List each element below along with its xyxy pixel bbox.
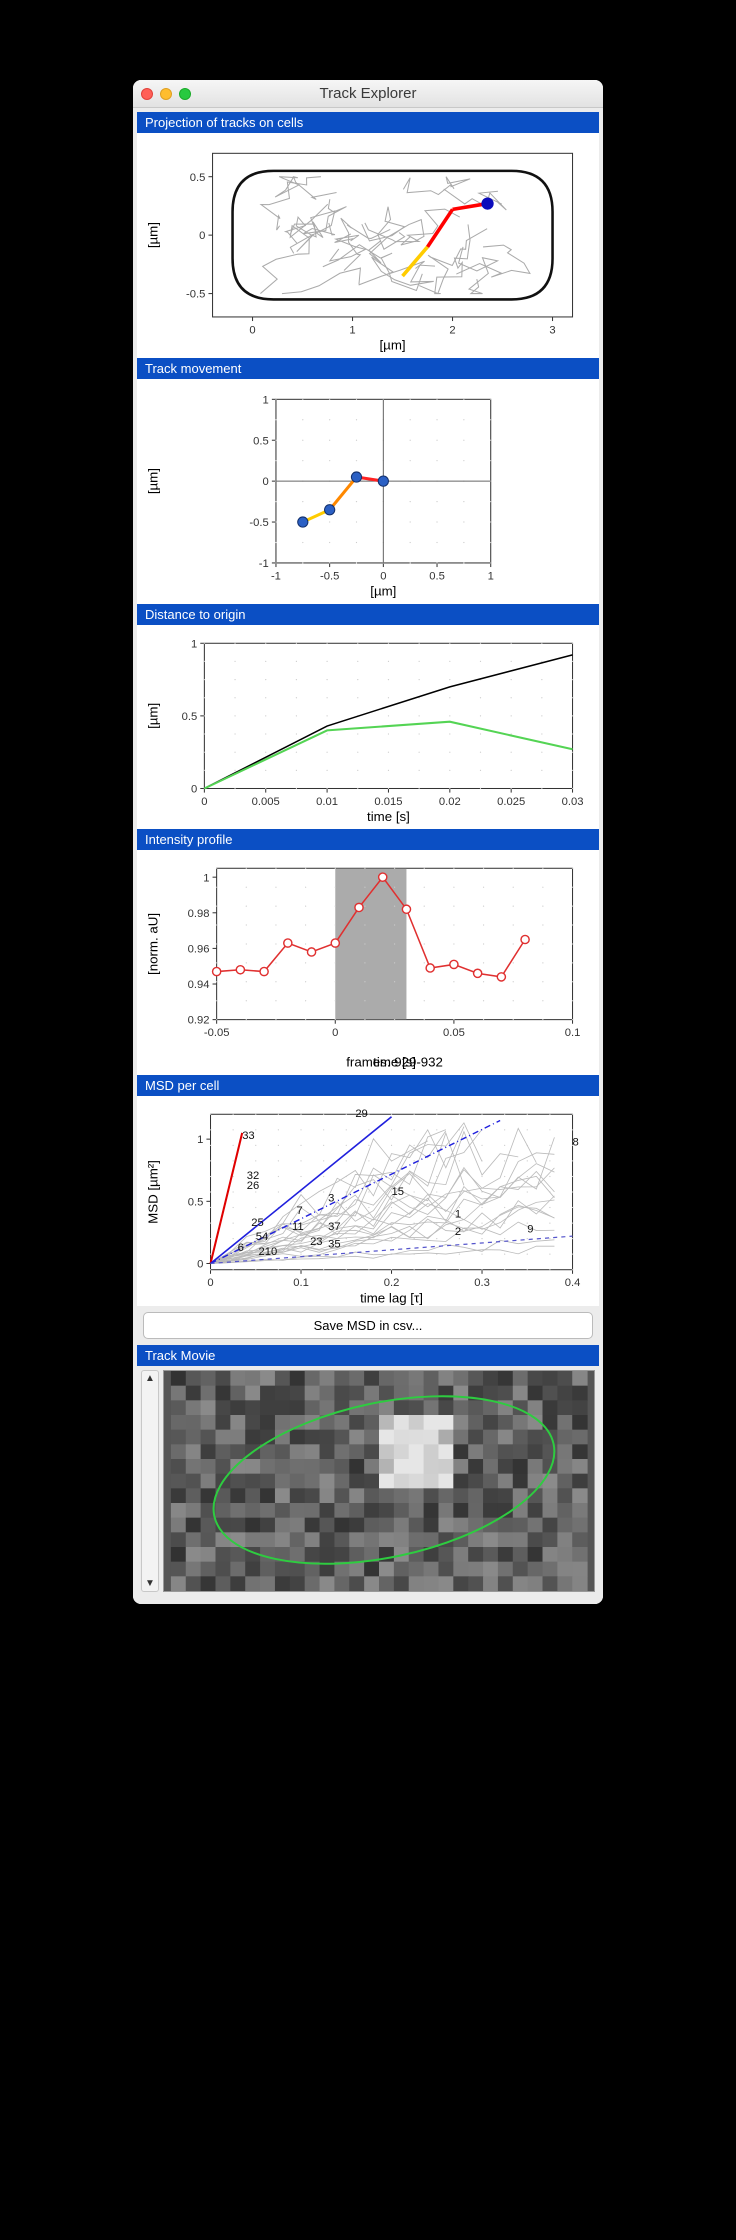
svg-text:MSD [µm²]: MSD [µm²] [145, 1160, 160, 1224]
svg-text:0.025: 0.025 [497, 795, 525, 807]
svg-text:0.92: 0.92 [188, 1015, 210, 1027]
svg-text:0.4: 0.4 [565, 1277, 581, 1289]
svg-text:1: 1 [203, 872, 209, 884]
svg-text:-0.5: -0.5 [249, 517, 268, 529]
svg-text:8: 8 [573, 1136, 579, 1148]
svg-text:0.3: 0.3 [474, 1277, 490, 1289]
svg-text:[norm. aU]: [norm. aU] [145, 913, 160, 975]
section-header-movement: Track movement [137, 358, 599, 379]
svg-text:35: 35 [328, 1238, 341, 1250]
svg-text:0: 0 [197, 1258, 203, 1270]
scroll-up-icon[interactable]: ▲ [145, 1373, 155, 1384]
svg-text:3: 3 [328, 1192, 334, 1204]
svg-text:0: 0 [249, 324, 255, 336]
svg-text:0: 0 [380, 570, 386, 582]
svg-text:0.1: 0.1 [565, 1027, 581, 1039]
svg-text:0: 0 [199, 230, 205, 242]
svg-text:15: 15 [392, 1186, 405, 1198]
svg-text:7: 7 [296, 1204, 302, 1216]
svg-text:6: 6 [238, 1242, 244, 1254]
svg-text:0: 0 [263, 476, 269, 488]
movie-scrollbar[interactable]: ▲ ▼ [141, 1370, 159, 1592]
svg-text:2: 2 [449, 324, 455, 336]
svg-text:-1: -1 [271, 570, 281, 582]
section-header-projection: Projection of tracks on cells [137, 112, 599, 133]
track-explorer-window: Track Explorer Projection of tracks on c… [133, 80, 603, 1604]
svg-text:0.01: 0.01 [316, 795, 338, 807]
svg-text:0.015: 0.015 [374, 795, 402, 807]
section-header-movie: Track Movie [137, 1345, 599, 1366]
svg-text:-0.5: -0.5 [320, 570, 339, 582]
chart-msd: 0 0.1 0.2 0.3 0.4 0 0.5 1 time lag [τ] MSD [µm²] 3… [137, 1096, 599, 1307]
svg-text:[µm]: [µm] [145, 468, 160, 494]
svg-text:0.5: 0.5 [429, 570, 445, 582]
svg-text:time [s]: time [s] [367, 809, 410, 824]
svg-text:[µm]: [µm] [145, 702, 160, 728]
svg-text:0.03: 0.03 [562, 795, 584, 807]
svg-text:0.05: 0.05 [443, 1027, 465, 1039]
chart-projection: 0 1 2 3 -0.5 0 0.5 [µm] [µm] [137, 133, 599, 358]
section-header-distance: Distance to origin [137, 604, 599, 625]
movie-area: ▲ ▼ [137, 1366, 599, 1596]
svg-text:0.005: 0.005 [252, 795, 280, 807]
svg-text:0.94: 0.94 [188, 979, 210, 991]
chart-intensity: -0.0500.050.10.920.940.960.981time [s][n… [137, 850, 599, 1075]
svg-text:-0.5: -0.5 [186, 289, 205, 301]
section-header-msd: MSD per cell [137, 1075, 599, 1096]
svg-text:1: 1 [197, 1134, 203, 1146]
svg-text:0.5: 0.5 [190, 172, 206, 184]
svg-text:54: 54 [256, 1230, 269, 1242]
svg-text:[µm]: [µm] [370, 583, 396, 598]
svg-text:37: 37 [328, 1221, 341, 1233]
scroll-down-icon[interactable]: ▼ [145, 1578, 155, 1589]
svg-text:1: 1 [455, 1208, 461, 1220]
svg-text:1: 1 [349, 324, 355, 336]
svg-text:time lag [τ]: time lag [τ] [360, 1290, 423, 1305]
svg-text:210: 210 [258, 1245, 277, 1257]
svg-text:0.96: 0.96 [188, 943, 210, 955]
svg-text:9: 9 [527, 1223, 533, 1235]
titlebar: Track Explorer [133, 80, 603, 108]
svg-text:0.5: 0.5 [253, 435, 269, 447]
svg-text:33: 33 [242, 1130, 255, 1142]
svg-text:3: 3 [549, 324, 555, 336]
svg-text:11: 11 [292, 1221, 304, 1233]
svg-text:0.5: 0.5 [188, 1196, 204, 1208]
svg-text:frames: 929-932: frames: 929-932 [346, 1055, 443, 1070]
svg-text:1: 1 [263, 394, 269, 406]
svg-text:-0.05: -0.05 [204, 1027, 230, 1039]
movie-canvas [163, 1370, 595, 1592]
svg-text:1: 1 [191, 638, 197, 650]
content-area: Projection of tracks on cells 0123-0.500… [133, 108, 603, 1604]
svg-text:0.1: 0.1 [293, 1277, 309, 1289]
svg-text:29: 29 [355, 1107, 368, 1119]
svg-text:0: 0 [201, 795, 207, 807]
section-header-intensity: Intensity profile [137, 829, 599, 850]
svg-text:[µm]: [µm] [145, 222, 160, 248]
save-msd-button[interactable]: Save MSD in csv... [143, 1312, 593, 1339]
svg-text:0.02: 0.02 [439, 795, 461, 807]
chart-distance: 0 0.005 0.01 0.015 0.02 0.025 0.03 0 0.5 1 time [s… [137, 625, 599, 829]
svg-text:0: 0 [332, 1027, 338, 1039]
svg-text:-1: -1 [259, 558, 269, 570]
svg-text:0: 0 [207, 1277, 213, 1289]
svg-text:0.98: 0.98 [188, 908, 210, 920]
svg-text:0: 0 [191, 783, 197, 795]
window-title: Track Explorer [133, 85, 603, 102]
traffic-lights [141, 88, 191, 100]
zoom-icon[interactable] [179, 88, 191, 100]
svg-text:[µm]: [µm] [379, 338, 405, 353]
svg-text:25: 25 [251, 1217, 264, 1229]
minimize-icon[interactable] [160, 88, 172, 100]
chart-movement: -1 -0.5 0 0.5 1 -1 -0.5 0 0.5 1 [µm] [µm] [137, 379, 599, 604]
svg-text:1: 1 [488, 570, 494, 582]
svg-text:2: 2 [455, 1226, 461, 1238]
svg-text:0.5: 0.5 [182, 711, 198, 723]
svg-text:0.2: 0.2 [384, 1277, 400, 1289]
svg-text:23: 23 [310, 1235, 323, 1247]
close-icon[interactable] [141, 88, 153, 100]
svg-text:26: 26 [247, 1179, 260, 1191]
